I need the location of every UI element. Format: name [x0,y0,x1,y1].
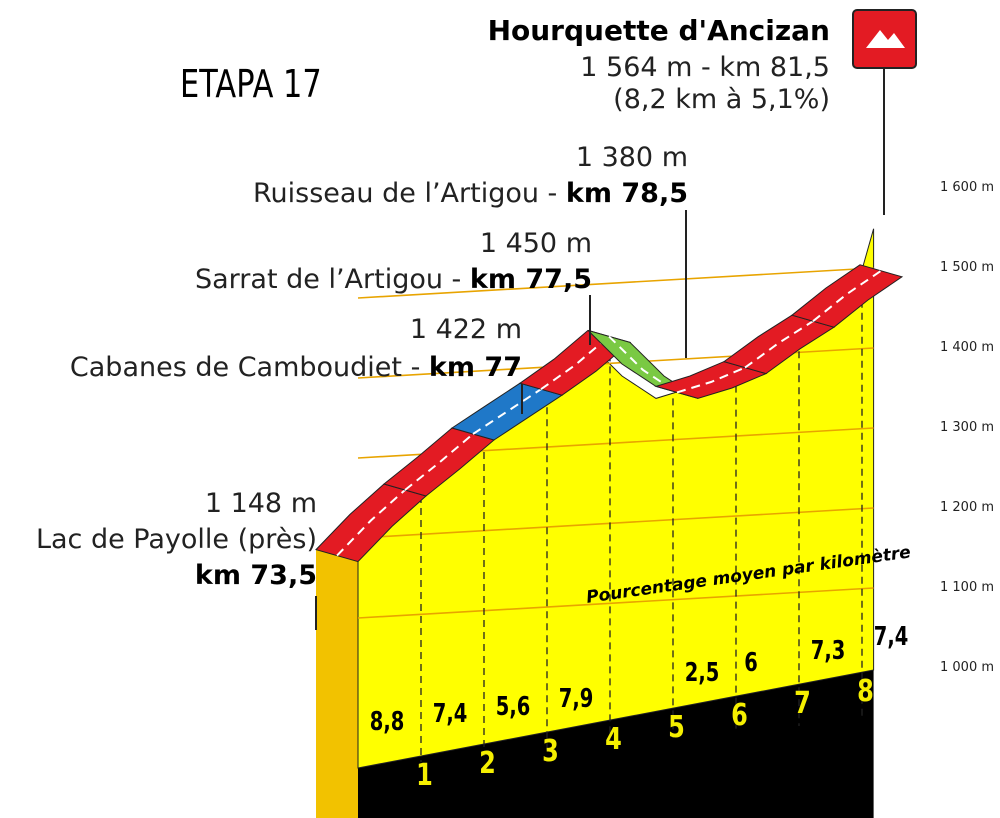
leader-lines [315,210,687,630]
gridline [357,507,874,539]
waypoint-name: Lac de Payolle (près) [35,524,317,555]
km-marker: 4 [605,722,622,757]
km-marker: 5 [668,710,685,745]
km-marker: 6 [731,698,748,733]
km-marker: 1 [416,758,433,793]
km-marker: 2 [479,746,496,781]
waypoint-km: km 77 [428,352,522,383]
distance-bar [316,670,874,818]
gradient-label: 5,6 [495,692,531,722]
km-marker: 8 [857,674,874,709]
ridge-centerline [676,366,746,394]
y-tick-label: 1 600 m [940,180,995,195]
y-tick-label: 1 400 m [940,340,995,355]
waypoint-km: km 77,5 [469,264,592,295]
y-tick-label: 1 100 m [940,580,995,595]
gradient-label: 8,8 [369,707,405,737]
waypoint-name: Cabanes de Camboudiet - [69,352,421,383]
gradient-label: 2,5 [684,658,720,688]
waypoint-altitude: 1 380 m [575,142,688,173]
ridge-centerline [472,388,542,435]
summit-name: Hourquette d'Ancizan [487,14,830,47]
profile-front-face [316,549,358,818]
gradient-label: 7,3 [810,636,846,666]
waypoint-label: Cabanes de Camboudiet - km 77 [70,352,522,383]
waypoint-label: Sarrat de l’Artigou - km 77,5 [195,264,592,295]
y-tick-label: 1 300 m [940,420,995,435]
summit-altitude-km: 1 564 m - km 81,5 [580,52,830,83]
waypoint-label: Ruisseau de l’Artigou - km 78,5 [253,178,688,209]
km-marker: 7 [794,686,811,721]
waypoint-altitude: 1 148 m [204,488,317,519]
waypoint-altitude: 1 422 m [409,314,522,345]
summit-climb-stats: (8,2 km à 5,1%) [613,84,830,115]
gradient-label: 6 [744,648,758,678]
waypoint-km: km 73,5 [194,560,317,591]
gradient-label: 7,4 [432,699,468,729]
summit-flag-icon [852,9,917,215]
stage-title: ETAPA 17 [180,62,322,106]
y-tick-label: 1 500 m [940,260,995,275]
y-tick-label: 1 200 m [940,500,995,515]
waypoint-km: km 78,5 [565,178,688,209]
waypoint-name: Ruisseau de l’Artigou - [252,178,558,209]
gradient-label: 7,9 [558,684,594,714]
ridge-segment-hard [790,264,904,328]
ridge-centerline [336,489,406,557]
gradient-label: 7,4 [873,622,909,652]
gridline [357,587,874,619]
gridlines [357,267,874,762]
km-marker: 3 [542,734,559,769]
difficulty-ridge [315,264,904,563]
waypoint-altitude: 1 450 m [479,228,592,259]
ridge-centerline [608,335,678,394]
gridline [357,267,874,299]
ridge-centerline [744,320,814,369]
y-tick-label: 1 000 m [940,660,995,675]
waypoint-name: Sarrat de l’Artigou - [195,264,462,295]
